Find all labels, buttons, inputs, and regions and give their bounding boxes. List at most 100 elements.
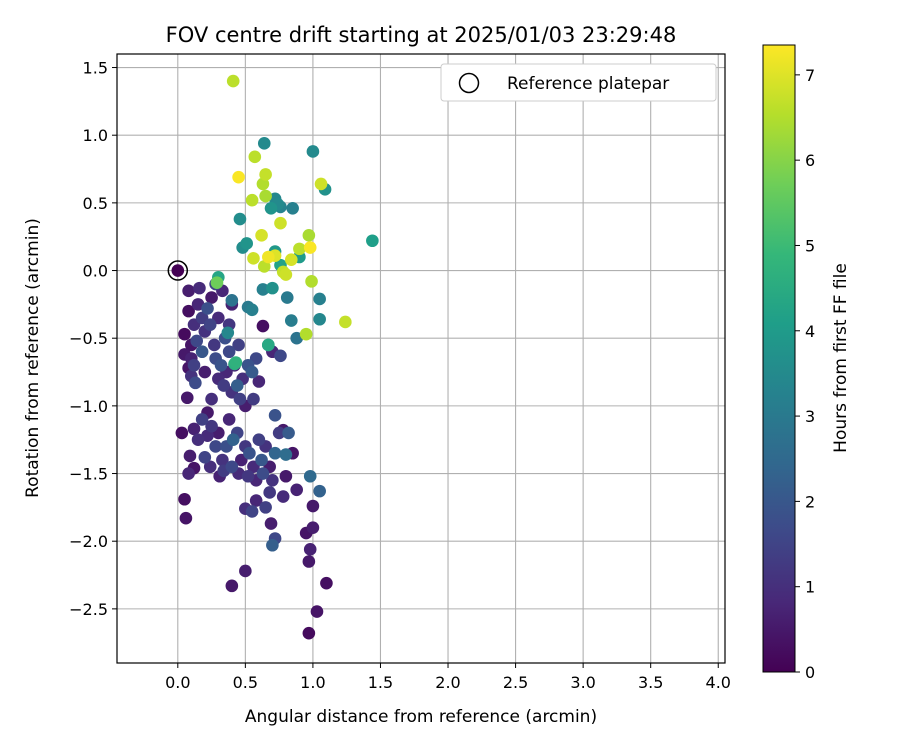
data-point — [252, 433, 266, 447]
data-point — [222, 413, 236, 426]
data-point — [279, 268, 293, 281]
data-point — [226, 74, 240, 88]
data-point — [256, 467, 270, 480]
data-point — [256, 319, 270, 333]
x-tick-label: 3.0 — [570, 673, 595, 692]
scatter-points — [171, 74, 379, 640]
colorbar-tick-label: 5 — [805, 236, 815, 255]
data-point — [195, 345, 209, 359]
data-point — [233, 392, 247, 406]
data-point — [171, 264, 185, 277]
data-point — [302, 555, 316, 568]
data-point — [314, 177, 328, 191]
data-point — [247, 252, 260, 265]
data-point — [320, 576, 333, 590]
data-point — [245, 505, 259, 518]
legend-entry-reference-platepar: Reference platepar — [507, 74, 669, 94]
data-point — [243, 446, 256, 460]
data-point — [266, 281, 279, 295]
data-point — [178, 327, 191, 341]
x-tick-label: 1.5 — [368, 673, 393, 692]
data-point — [274, 349, 287, 363]
chart-title: FOV centre drift starting at 2025/01/03 … — [166, 23, 677, 47]
y-tick-label: 0.5 — [83, 194, 108, 213]
data-point — [284, 253, 298, 267]
data-point — [313, 312, 326, 326]
x-tick-label: 3.5 — [638, 673, 663, 692]
data-point — [230, 379, 244, 392]
data-point — [233, 212, 247, 226]
data-point — [187, 358, 201, 372]
data-point — [205, 419, 218, 433]
data-point — [225, 294, 239, 307]
data-point — [262, 338, 275, 352]
data-point — [299, 327, 313, 341]
x-tick-label: 4.0 — [706, 673, 731, 692]
reference-marker — [167, 260, 189, 281]
data-point — [259, 189, 272, 203]
data-point — [182, 284, 195, 298]
data-point — [225, 579, 239, 593]
data-point — [187, 422, 201, 436]
data-point — [302, 626, 316, 640]
colorbar-ticks: 0 1 2 3 4 5 6 7 — [795, 66, 815, 682]
data-point — [180, 391, 194, 405]
data-point — [189, 376, 202, 390]
data-point — [240, 237, 254, 250]
data-point — [255, 229, 268, 242]
y-tick-label: −2.5 — [69, 600, 108, 619]
data-point — [276, 490, 290, 503]
colorbar-tick-label: 3 — [805, 407, 815, 426]
data-point — [217, 379, 231, 392]
data-point — [245, 303, 259, 317]
y-tick-label: 1.0 — [83, 126, 108, 145]
x-tick-label: 2.0 — [435, 673, 460, 692]
data-point — [303, 241, 317, 254]
x-tick-label: 1.0 — [300, 673, 325, 692]
data-point — [306, 521, 320, 534]
y-tick-label: −1.0 — [69, 397, 108, 416]
x-tick-label: 0.0 — [165, 673, 190, 692]
data-point — [268, 446, 282, 460]
x-axis-ticks: 0.0 0.5 1.0 1.5 2.0 2.5 3.0 3.5 4.0 — [165, 663, 731, 692]
data-point — [310, 605, 324, 618]
grid — [117, 54, 725, 663]
legend-reference-marker-icon — [458, 72, 480, 94]
data-point — [232, 170, 245, 184]
y-axis-label: Rotation from reference (arcmin) — [23, 218, 43, 498]
data-point — [305, 275, 318, 288]
data-point — [256, 177, 270, 191]
data-point — [193, 281, 206, 295]
data-point — [205, 291, 218, 304]
y-tick-label: −0.5 — [69, 329, 108, 348]
data-point — [225, 460, 239, 474]
data-point — [247, 392, 260, 406]
colorbar-tick-label: 4 — [805, 322, 815, 341]
colorbar-tick-label: 7 — [805, 66, 815, 85]
data-point — [259, 501, 272, 514]
y-axis-ticks: −2.5 −2.0 −1.5 −1.0 −0.5 0.0 0.5 1.0 1.5 — [69, 59, 117, 619]
data-point — [303, 543, 317, 556]
colorbar-gradient — [762, 44, 796, 673]
data-point — [264, 201, 278, 215]
y-tick-label: −2.0 — [69, 532, 108, 551]
data-point — [214, 358, 228, 372]
data-point — [366, 234, 379, 248]
data-point — [252, 375, 266, 388]
data-point — [175, 426, 189, 440]
data-point — [182, 304, 195, 318]
data-point — [266, 474, 279, 487]
data-point — [268, 409, 282, 422]
colorbar: 0 1 2 3 4 5 6 7 Hours from first FF file — [762, 44, 851, 682]
data-point — [190, 334, 204, 348]
colorbar-tick-label: 1 — [805, 578, 815, 597]
data-point — [203, 318, 217, 331]
data-point — [205, 392, 218, 406]
data-point — [257, 137, 271, 150]
data-point — [245, 193, 259, 207]
data-point — [279, 469, 293, 483]
legend-box — [440, 63, 717, 102]
colorbar-tick-label: 2 — [805, 492, 815, 511]
colorbar-label: Hours from first FF file — [831, 263, 851, 453]
data-point — [284, 314, 298, 327]
